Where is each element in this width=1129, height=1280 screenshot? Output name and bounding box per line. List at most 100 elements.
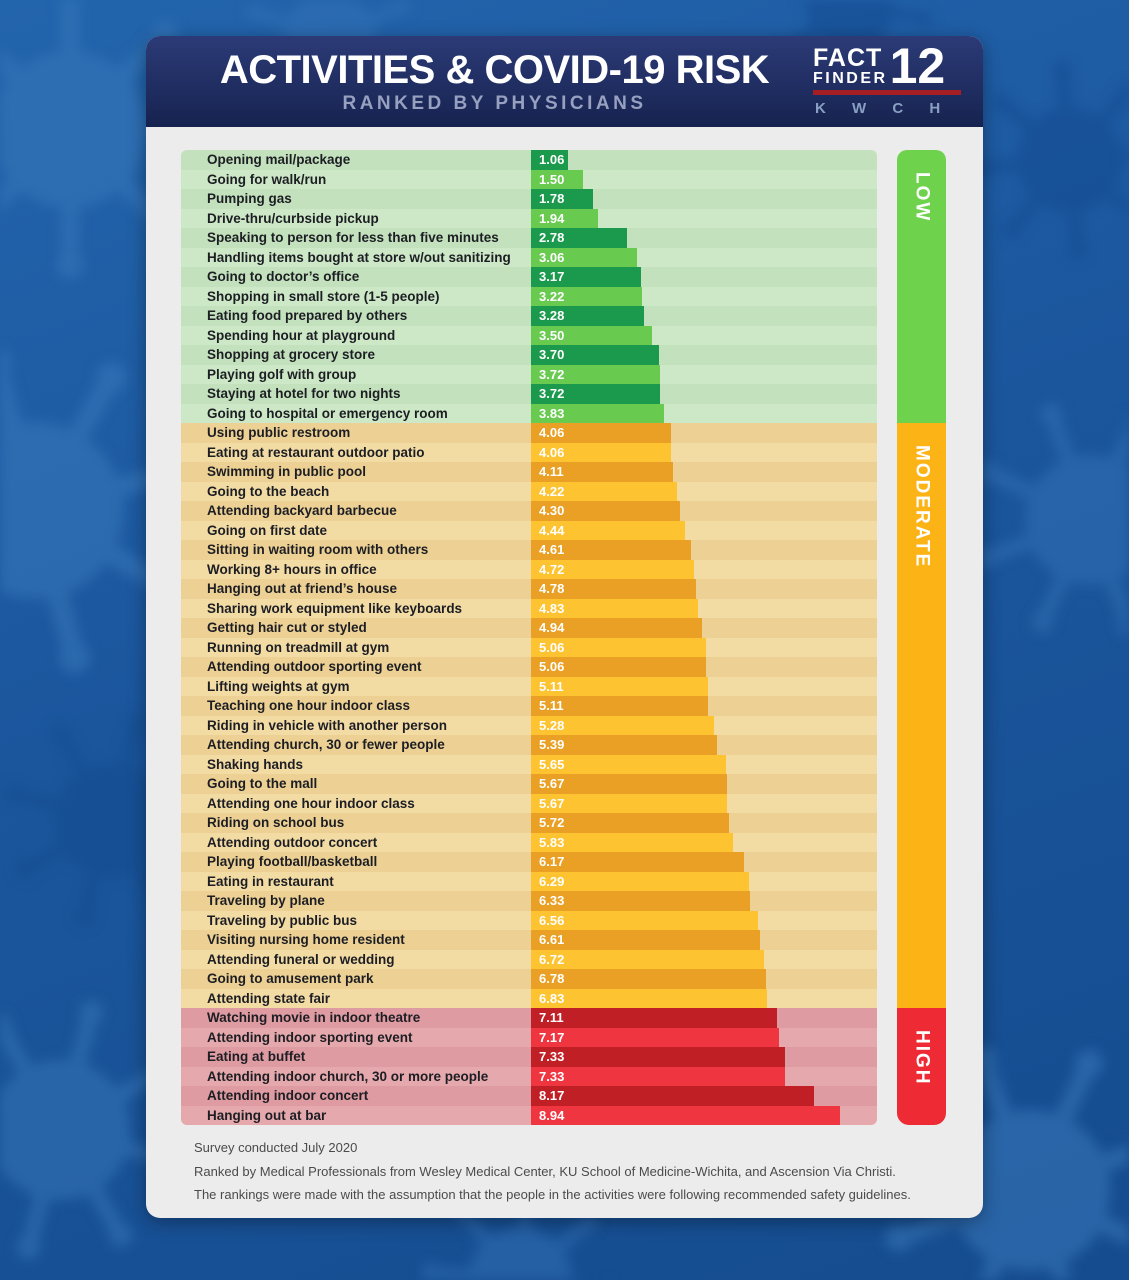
risk-score-value: 4.78 bbox=[539, 581, 565, 597]
chart-row: Shaking hands 5.65 bbox=[181, 754, 877, 774]
page-subtitle: RANKED BY PHYSICIANS bbox=[342, 92, 647, 114]
chart-row: Using public restroom 4.06 bbox=[181, 423, 877, 443]
logo-number-12: 12 bbox=[889, 38, 946, 94]
risk-score-value: 4.30 bbox=[539, 503, 565, 519]
chart-row: Going on first date 4.44 bbox=[181, 520, 877, 540]
logo-fact-text: FACT bbox=[813, 44, 883, 72]
risk-bar: 5.06 bbox=[531, 637, 707, 657]
risk-score-value: 6.83 bbox=[539, 990, 565, 1006]
risk-score-value: 1.50 bbox=[539, 171, 565, 187]
chart-row: Sharing work equipment like keyboards 4.8… bbox=[181, 598, 877, 618]
chart-row: Shopping at grocery store 3.70 bbox=[181, 345, 877, 365]
risk-bar: 8.94 bbox=[531, 1105, 841, 1125]
chart-row: Teaching one hour indoor class 5.11 bbox=[181, 696, 877, 716]
infographic-card: ACTIVITIES & COVID-19 RISK RANKED BY PHY… bbox=[146, 36, 983, 1218]
risk-bar: 4.11 bbox=[531, 462, 674, 482]
activity-label: Lifting weights at gym bbox=[207, 678, 350, 694]
chart-row: Spending hour at playground 3.50 bbox=[181, 325, 877, 345]
risk-bar: 4.06 bbox=[531, 423, 672, 443]
risk-score-value: 3.28 bbox=[539, 308, 565, 324]
risk-score-value: 4.06 bbox=[539, 425, 565, 441]
chart-row: Shopping in small store (1-5 people) 3.22 bbox=[181, 286, 877, 306]
risk-score-value: 3.22 bbox=[539, 288, 565, 304]
chart-row: Attending outdoor sporting event 5.06 bbox=[181, 657, 877, 677]
risk-score-value: 7.11 bbox=[539, 1010, 564, 1026]
activity-label: Working 8+ hours in office bbox=[207, 561, 377, 577]
header: ACTIVITIES & COVID-19 RISK RANKED BY PHY… bbox=[146, 36, 983, 127]
risk-bar: 6.61 bbox=[531, 930, 760, 950]
activity-label: Swimming in public pool bbox=[207, 464, 366, 480]
risk-score-value: 5.11 bbox=[539, 678, 564, 694]
risk-bar: 6.17 bbox=[531, 852, 745, 872]
chart-row: Attending church, 30 or fewer people 5.39 bbox=[181, 735, 877, 755]
chart-row: Visiting nursing home resident 6.61 bbox=[181, 930, 877, 950]
title-block: ACTIVITIES & COVID-19 RISK RANKED BY PHY… bbox=[146, 49, 813, 115]
activity-label: Using public restroom bbox=[207, 425, 351, 441]
activity-label: Getting hair cut or styled bbox=[207, 620, 367, 636]
footer-line-ranked-by: Ranked by Medical Professionals from Wes… bbox=[194, 1163, 896, 1179]
activity-label: Drive-thru/curbside pickup bbox=[207, 210, 379, 226]
activity-label: Hanging out at friend’s house bbox=[207, 581, 398, 597]
chart-row: Playing football/basketball 6.17 bbox=[181, 852, 877, 872]
risk-score-value: 4.72 bbox=[539, 561, 565, 577]
risk-score-value: 1.94 bbox=[539, 210, 565, 226]
activity-label: Attending outdoor sporting event bbox=[207, 659, 422, 675]
chart-row: Attending indoor concert 8.17 bbox=[181, 1086, 877, 1106]
risk-bar: 4.78 bbox=[531, 579, 697, 599]
risk-band-label: HIGH bbox=[911, 1030, 933, 1086]
risk-score-value: 1.78 bbox=[539, 191, 565, 207]
risk-bar: 4.61 bbox=[531, 540, 691, 560]
risk-bar: 6.33 bbox=[531, 891, 751, 911]
footer-notes: Survey conducted July 2020 Ranked by Med… bbox=[194, 1136, 954, 1207]
activity-label: Going to doctor’s office bbox=[207, 269, 360, 285]
risk-bar: 6.56 bbox=[531, 910, 758, 930]
chart-row: Running on treadmill at gym 5.06 bbox=[181, 637, 877, 657]
logo-red-bar bbox=[813, 90, 961, 95]
risk-bar: 3.72 bbox=[531, 364, 660, 384]
risk-score-value: 3.72 bbox=[539, 366, 565, 382]
activity-label: Attending one hour indoor class bbox=[207, 795, 415, 811]
risk-bar: 6.72 bbox=[531, 949, 764, 969]
chart-row: Riding in vehicle with another person 5.2… bbox=[181, 715, 877, 735]
activity-label: Going for walk/run bbox=[207, 171, 327, 187]
chart-row: Going to hospital or emergency room 3.83 bbox=[181, 403, 877, 423]
risk-bar: 8.17 bbox=[531, 1086, 814, 1106]
activity-label: Attending church, 30 or fewer people bbox=[207, 737, 445, 753]
activity-label: Eating at buffet bbox=[207, 1049, 306, 1065]
activity-label: Shopping in small store (1-5 people) bbox=[207, 288, 440, 304]
footer-line-assumption: The rankings were made with the assumpti… bbox=[194, 1187, 911, 1202]
risk-bar: 5.06 bbox=[531, 657, 707, 677]
risk-bar: 6.29 bbox=[531, 871, 749, 891]
risk-bar: 4.06 bbox=[531, 442, 672, 462]
chart-row: Going to the beach 4.22 bbox=[181, 481, 877, 501]
risk-bar: 4.30 bbox=[531, 501, 680, 521]
risk-band-low: LOW bbox=[897, 150, 946, 423]
risk-score-value: 5.83 bbox=[539, 834, 565, 850]
risk-score-value: 1.06 bbox=[539, 152, 565, 168]
activity-label: Riding in vehicle with another person bbox=[207, 717, 448, 733]
risk-score-value: 5.67 bbox=[539, 776, 565, 792]
risk-score-value: 4.44 bbox=[539, 522, 565, 538]
activity-label: Spending hour at playground bbox=[207, 327, 396, 343]
chart-row: Working 8+ hours in office 4.72 bbox=[181, 559, 877, 579]
risk-bar: 5.39 bbox=[531, 735, 718, 755]
risk-bar: 3.28 bbox=[531, 306, 645, 326]
activity-label: Going to hospital or emergency room bbox=[207, 405, 448, 421]
activity-label: Going to the mall bbox=[207, 776, 318, 792]
risk-score-value: 8.94 bbox=[539, 1107, 565, 1123]
chart-row: Attending indoor church, 30 or more peop… bbox=[181, 1066, 877, 1086]
risk-bar: 5.83 bbox=[531, 832, 733, 852]
risk-score-value: 5.67 bbox=[539, 795, 565, 811]
risk-bar: 4.83 bbox=[531, 598, 699, 618]
risk-bar: 3.72 bbox=[531, 384, 660, 404]
risk-score-value: 6.33 bbox=[539, 893, 565, 909]
risk-band-label: MODERATE bbox=[911, 445, 933, 569]
risk-score-value: 6.56 bbox=[539, 912, 565, 928]
risk-score-value: 6.29 bbox=[539, 873, 565, 889]
activity-label: Going on first date bbox=[207, 522, 327, 538]
risk-bar: 1.50 bbox=[531, 169, 583, 189]
logo-finder-text: FINDER bbox=[813, 70, 888, 87]
risk-bar: 7.17 bbox=[531, 1027, 780, 1047]
activity-label: Riding on school bus bbox=[207, 815, 345, 831]
risk-score-value: 7.33 bbox=[539, 1068, 565, 1084]
